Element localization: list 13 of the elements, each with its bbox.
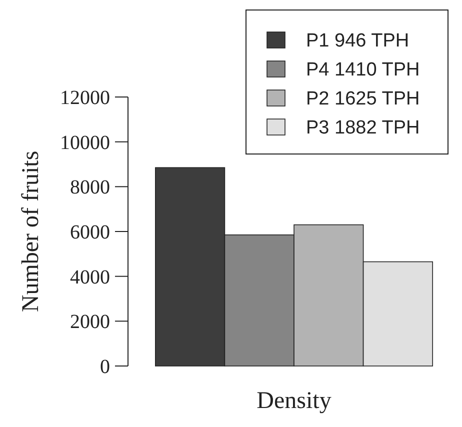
y-tick-label: 12000: [60, 87, 110, 109]
y-tick-label: 10000: [60, 132, 110, 154]
x-axis-title: Density: [256, 388, 332, 414]
legend-label: P3 1882 TPH: [306, 118, 420, 139]
y-tick-label: 0: [100, 356, 110, 378]
legend-label: P2 1625 TPH: [306, 88, 420, 110]
y-axis-title: Number of fruits: [18, 150, 44, 312]
y-tick-label: 8000: [70, 176, 110, 199]
y-tick-label: 2000: [70, 311, 110, 334]
y-tick-label: 4000: [70, 266, 110, 288]
y-tick-label: 6000: [70, 222, 110, 244]
legend-label: P1 946 TPH: [306, 30, 410, 52]
legend-label: P4 1410 TPH: [306, 60, 420, 81]
